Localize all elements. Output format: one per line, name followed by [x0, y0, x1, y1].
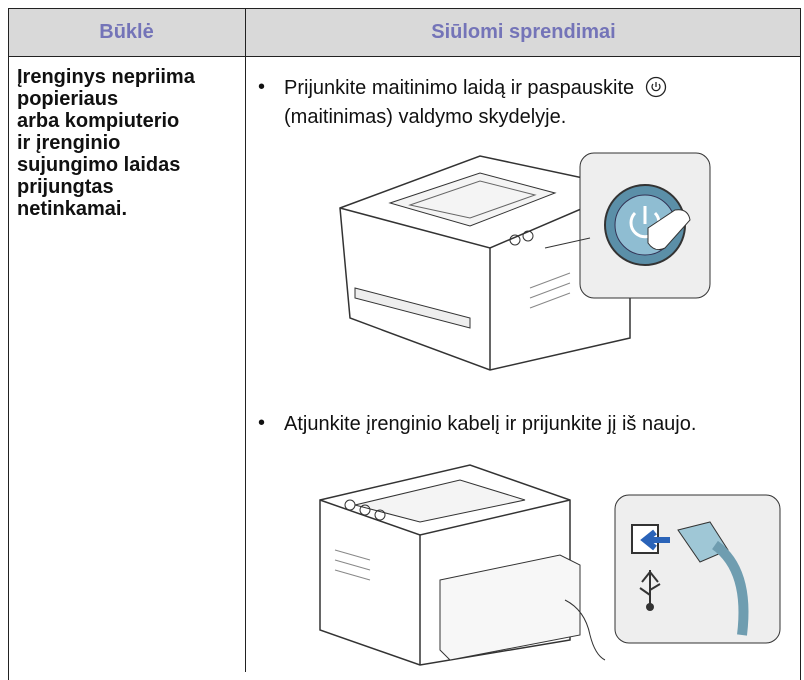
solution-text: Prijunkite maitinimo laidą ir paspauskit… — [284, 74, 668, 132]
table-header — [8, 8, 801, 57]
text: Prijunkite maitinimo laidą ir paspauskit… — [284, 77, 635, 99]
bullet: • — [258, 412, 266, 434]
text-line: ir įrenginio — [17, 132, 121, 154]
text-line: Įrenginys nepriima — [17, 66, 195, 88]
bullet: • — [258, 76, 266, 98]
printer-power-illustration — [339, 152, 711, 371]
text-line: netinkamai. — [17, 198, 128, 220]
column-divider — [245, 8, 246, 672]
solution-text: Atjunkite įrenginio kabelį ir prijunkite… — [284, 413, 697, 435]
text-line: popieriaus — [17, 88, 119, 110]
condition-cell: Įrenginys nepriima popieriaus arba kompi… — [17, 66, 195, 220]
header-cell: Siūlomi sprendimai — [431, 21, 616, 43]
text-line: sujungimo laidas — [17, 154, 181, 176]
power-icon — [645, 76, 666, 98]
text-line: arba kompiuterio — [17, 110, 180, 132]
text: (maitinimas) valdymo skydelyje. — [284, 106, 567, 128]
header-cell: Būklė — [99, 21, 154, 43]
printer-cable-illustration — [319, 464, 781, 666]
text-line: prijungtas — [17, 176, 114, 198]
